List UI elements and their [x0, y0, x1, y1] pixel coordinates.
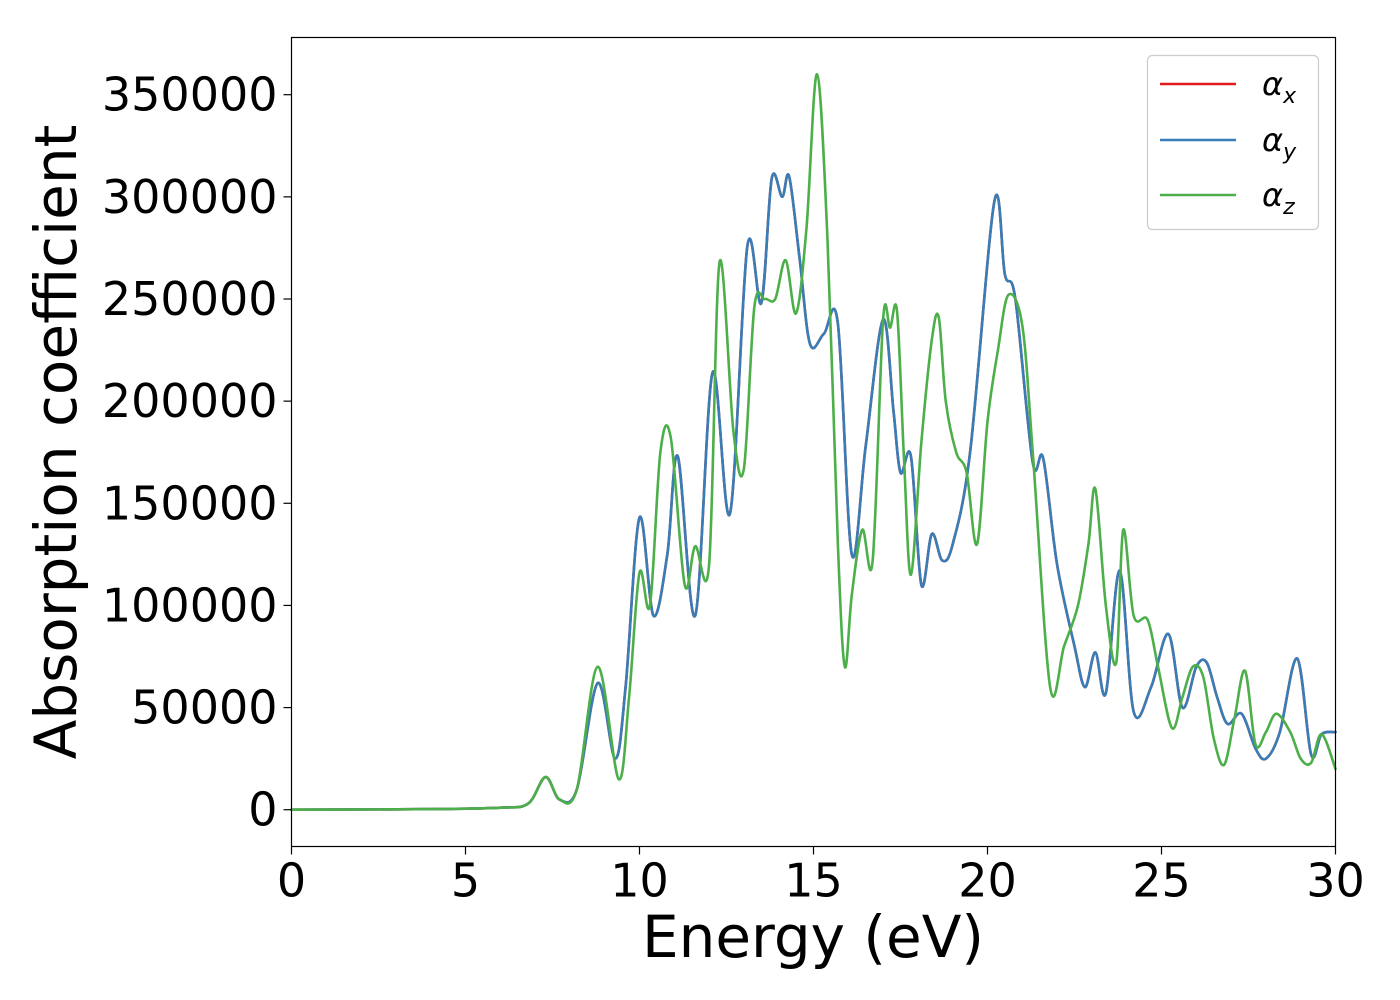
x-tick-label: 0	[277, 854, 306, 908]
x-axis-title: Energy (eV)	[642, 903, 984, 971]
legend: αx αy αz	[1146, 54, 1320, 231]
series-line-alpha-y	[290, 172, 1337, 812]
legend-entry-alpha-x: αx	[1160, 65, 1297, 109]
legend-label-alpha-z: αz	[1262, 176, 1295, 220]
y-tick-label: 300000	[102, 170, 278, 224]
x-tick-label: 10	[610, 854, 669, 908]
x-tick-label: 25	[1132, 854, 1191, 908]
legend-label-alpha-x: αx	[1262, 65, 1297, 109]
y-tick-label: 350000	[102, 68, 278, 122]
x-tick-label: 15	[784, 854, 843, 908]
y-tick-label: 250000	[102, 272, 278, 326]
legend-entry-alpha-y: αy	[1160, 121, 1297, 165]
legend-frame	[1146, 54, 1320, 231]
y-tick-label: 100000	[102, 578, 278, 632]
y-tick-label: 150000	[102, 476, 278, 530]
x-tick-label: 5	[451, 854, 480, 908]
x-tick-label: 30	[1306, 854, 1365, 908]
legend-entry-alpha-z: αz	[1160, 176, 1295, 220]
y-tick-label: 200000	[102, 374, 278, 428]
plot-area	[290, 36, 1337, 848]
series-layer	[290, 72, 1337, 812]
x-tick-label: 20	[958, 854, 1017, 908]
y-axis-title: Absorption coefficient	[22, 125, 90, 760]
series-line-alpha-z	[290, 72, 1337, 812]
legend-label-alpha-y: αy	[1262, 121, 1297, 165]
y-tick-label: 0	[248, 783, 277, 837]
x-axis: 0 5 10 15 20 25 30	[277, 846, 1365, 908]
y-tick-label: 50000	[131, 681, 277, 735]
y-axis: 0 50000 100000 150000 200000 250000 300000 3500…	[102, 68, 292, 837]
